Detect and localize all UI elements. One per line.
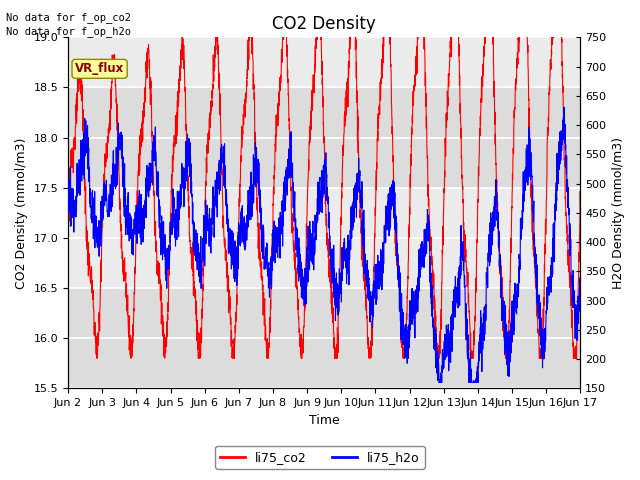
Legend: li75_co2, li75_h2o: li75_co2, li75_h2o	[215, 446, 425, 469]
Text: No data for f_op_co2: No data for f_op_co2	[6, 12, 131, 23]
X-axis label: Time: Time	[309, 414, 340, 427]
Text: VR_flux: VR_flux	[75, 62, 124, 75]
Y-axis label: CO2 Density (mmol/m3): CO2 Density (mmol/m3)	[15, 137, 28, 288]
Title: CO2 Density: CO2 Density	[273, 15, 376, 33]
Y-axis label: H2O Density (mmol/m3): H2O Density (mmol/m3)	[612, 137, 625, 289]
Text: No data for f_op_h2o: No data for f_op_h2o	[6, 26, 131, 37]
Bar	[68, 87, 580, 188]
Bar	[68, 288, 580, 388]
